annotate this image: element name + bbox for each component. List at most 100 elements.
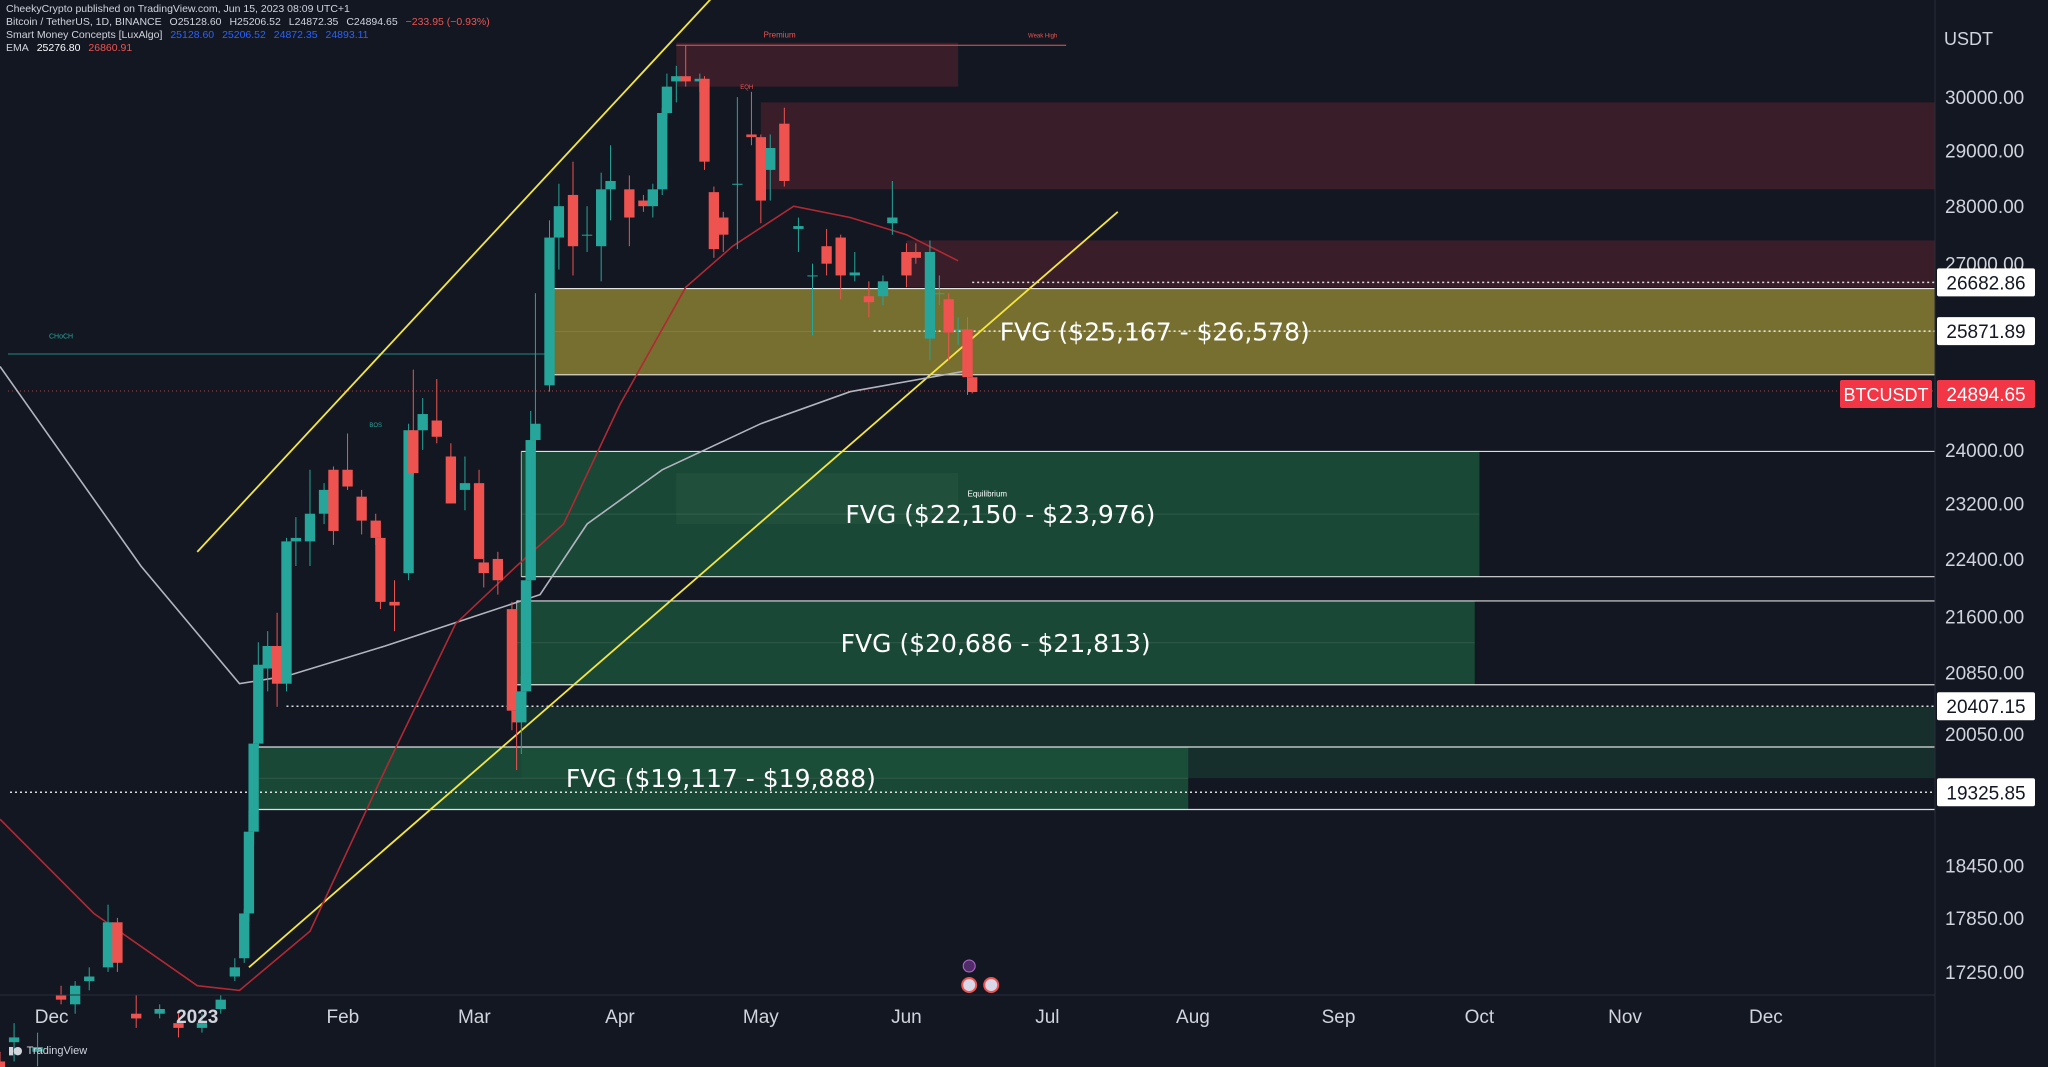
candle-body xyxy=(328,469,339,531)
candle-body xyxy=(863,296,875,303)
candle-body xyxy=(389,601,400,606)
tradingview-logo[interactable]: ▮● TradingView xyxy=(8,1044,87,1057)
candle-body xyxy=(952,329,964,331)
candle-body xyxy=(671,76,682,82)
fvg-zone xyxy=(516,600,1475,685)
candle-body xyxy=(887,217,898,224)
smc-bos-label: BOS xyxy=(369,423,382,429)
smc-name: Smart Money Concepts [LuxAlgo] xyxy=(6,29,163,41)
candle-body xyxy=(647,189,658,207)
price-tick-label: 20050.00 xyxy=(1945,725,2024,746)
candle-body xyxy=(807,275,818,277)
candle-body xyxy=(248,743,259,832)
candle-body xyxy=(506,609,518,711)
candle-body xyxy=(417,414,428,431)
candle-body xyxy=(553,206,565,238)
candle-body xyxy=(32,1046,43,1052)
candle-body xyxy=(746,134,757,138)
time-tick-label: Sep xyxy=(1322,1007,1356,1028)
publish-text: CheekyCrypto published on TradingView.co… xyxy=(6,3,350,15)
candle-body xyxy=(342,469,353,487)
fvg-zone xyxy=(521,451,1480,577)
price-tick-label: 24000.00 xyxy=(1945,441,2024,462)
price-tick-label: 17250.00 xyxy=(1945,963,2024,984)
ema-fast-line xyxy=(0,205,959,992)
price-level-tag xyxy=(1937,317,2035,346)
candle-body xyxy=(8,1037,20,1043)
candle-body xyxy=(924,252,936,339)
tradingview-icon: ▮● xyxy=(8,1044,23,1057)
candle-body xyxy=(243,831,255,914)
price-axis-unit: USDT xyxy=(1944,29,1993,49)
price-axis[interactable]: 30000.0029000.0028000.0027000.0024000.00… xyxy=(1945,88,2024,984)
price-level-tag-text: 26682.86 xyxy=(1946,273,2025,294)
price-level-tag xyxy=(1937,268,2035,297)
candle-body xyxy=(112,922,123,963)
smc-value: 25206.52 xyxy=(222,29,266,41)
candle-body xyxy=(215,999,226,1010)
candle-body xyxy=(765,147,776,170)
smc-legend[interactable]: Smart Money Concepts [LuxAlgo] 25128.60 … xyxy=(6,29,374,42)
last-price-tag xyxy=(1937,380,2035,409)
symbol-legend[interactable]: Bitcoin / TetherUS, 1D, BINANCE O25128.6… xyxy=(6,16,495,29)
candle-body xyxy=(304,513,316,542)
candle-body xyxy=(102,922,114,968)
candle-body xyxy=(516,691,527,723)
ohlc-low: L24872.35 xyxy=(288,16,339,28)
flag-us-icon xyxy=(961,977,978,993)
flag-us-icon xyxy=(983,977,1000,993)
candle-body xyxy=(699,78,710,162)
ema-name: EMA xyxy=(6,42,29,54)
candle-body xyxy=(779,123,790,181)
candle-body xyxy=(821,246,832,264)
channel-layer xyxy=(196,0,1119,969)
time-tick-label: Dec xyxy=(1749,1007,1783,1028)
candle-body xyxy=(281,541,292,684)
time-tick-label: Aug xyxy=(1176,1007,1210,1028)
time-tick-label: Feb xyxy=(326,1007,359,1028)
candle-body xyxy=(567,194,579,247)
candle-body xyxy=(84,976,95,982)
time-tick-label: Jul xyxy=(1035,1007,1059,1028)
fvg-label: FVG ($22,150 - $23,976) xyxy=(845,500,1155,529)
price-tick-label: 18450.00 xyxy=(1945,857,2024,878)
candle-body xyxy=(708,192,720,250)
candle-body xyxy=(375,537,386,602)
price-level-tag xyxy=(1937,692,2035,721)
price-tick-label: 28000.00 xyxy=(1945,197,2024,218)
tradingview-brand: TradingView xyxy=(26,1044,88,1057)
ema-layer xyxy=(0,205,963,992)
ema-legend[interactable]: EMA 25276.80 26860.91 xyxy=(6,42,137,55)
smc-eqh-label: EQH xyxy=(740,85,753,91)
candle-body xyxy=(520,580,532,692)
price-level-tag-text: 20407.15 xyxy=(1946,697,2025,718)
candle-body xyxy=(943,299,954,333)
candle-body xyxy=(934,293,945,295)
ema-slow-line xyxy=(0,366,963,685)
price-level-tag-text: 19325.85 xyxy=(1946,783,2025,804)
price-tags-layer: 26682.86 25871.89 20407.15 19325.85 BTCUSDT 2… xyxy=(1840,268,2035,807)
time-axis[interactable]: Dec 2023 Feb Mar Apr May Jun Jul Aug Sep Oct Nov Dec xyxy=(35,1007,1783,1028)
lightning-icon xyxy=(962,959,976,973)
symbol-tag xyxy=(1840,380,1932,409)
candle-body xyxy=(718,217,729,235)
fvg-label: FVG ($19,117 - $19,888) xyxy=(566,764,876,793)
time-tick-label: Apr xyxy=(605,1007,635,1028)
symbol-tag-text: BTCUSDT xyxy=(1844,385,1929,405)
channel-upper-line xyxy=(196,0,712,553)
candle-body xyxy=(445,456,457,504)
time-tick-label: Dec xyxy=(35,1007,69,1028)
candle-body xyxy=(680,76,691,82)
candle-body xyxy=(595,189,607,247)
candles-layer xyxy=(0,45,978,1067)
ohlc-close: C24894.65 xyxy=(346,16,398,28)
channel-lower-line xyxy=(248,211,1119,969)
candle-body xyxy=(605,180,616,190)
smc-zone-premium xyxy=(676,42,959,87)
smc-weak-high-label: Weak High xyxy=(1028,34,1057,40)
markers-layer xyxy=(961,959,1000,993)
candle-body xyxy=(544,237,555,386)
smc-choch-label: CHoCH xyxy=(49,334,73,341)
smc-equilibrium-label: Equilibrium xyxy=(968,490,1008,499)
